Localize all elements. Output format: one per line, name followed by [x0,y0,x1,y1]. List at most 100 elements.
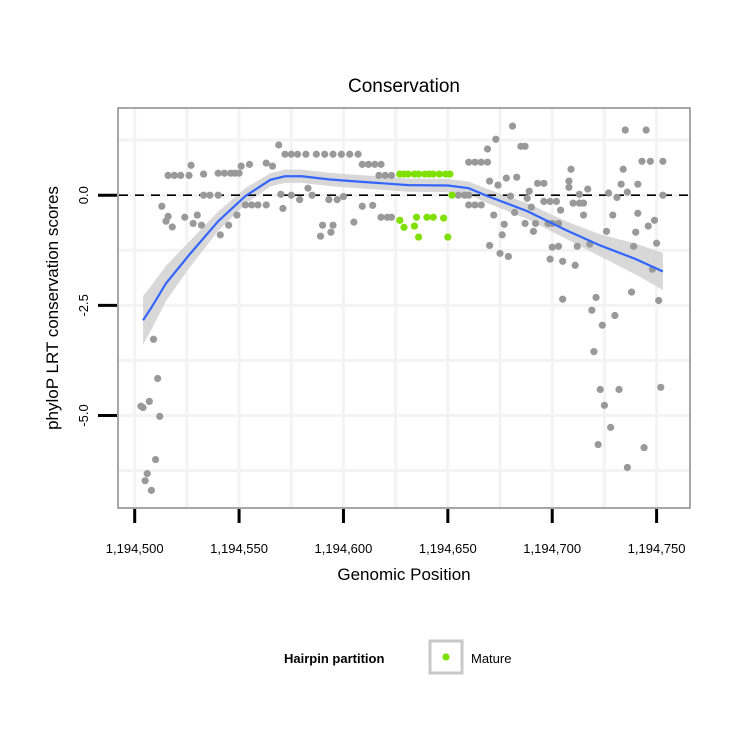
point-other [483,145,492,153]
point-other [465,201,473,209]
point-other [177,171,185,180]
point-other [523,194,531,202]
point-other [187,161,195,169]
point-mature [400,223,408,231]
point-other [316,232,325,240]
point-other [158,202,166,210]
point-other [329,150,337,158]
point-other [627,288,636,296]
point-other [214,191,222,199]
point-other [277,190,285,198]
point-other [371,160,379,168]
point-mature [415,233,423,241]
x-tick-label: 1,194,550 [210,541,268,556]
point-mature [429,213,437,221]
point-other [552,197,560,205]
point-other [611,311,619,320]
point-other [502,174,510,182]
point-other [156,412,164,420]
y-tick-label: 0.0 [76,186,91,204]
point-other [375,171,383,180]
point-other [339,192,348,201]
point-other [579,199,588,207]
point-other [623,188,631,196]
point-other [471,158,479,166]
point-other [556,206,565,214]
point-other [206,191,214,199]
point-other [381,171,389,180]
point-other [471,201,479,209]
point-other [369,201,377,209]
point-other [567,165,575,173]
point-other [588,306,596,314]
point-other [642,126,650,134]
point-other [607,423,615,431]
point-other [598,321,606,329]
point-mature [448,191,456,199]
point-other [494,181,502,189]
point-other [531,219,540,228]
point-other [377,160,385,168]
point-other [634,180,642,188]
point-other [333,196,341,204]
point-other [559,257,567,265]
point-other [546,255,554,263]
point-other [193,211,201,219]
point-other [358,160,366,168]
point-other [573,242,581,250]
point-other [565,183,573,191]
point-other [216,231,224,239]
point-other [337,150,345,158]
point-mature [429,170,437,178]
point-other [304,184,312,192]
point-other [483,158,492,166]
point-other [233,211,241,219]
point-other [189,219,197,228]
point-other [652,239,661,247]
point-other [302,150,310,158]
y-tick-label: -2.5 [76,294,91,316]
point-other [527,203,535,211]
point-mature [410,222,419,230]
point-other [268,162,277,170]
x-tick-label: 1,194,500 [106,541,164,556]
legend-mature-dot [442,653,450,661]
point-other [504,252,512,261]
x-axis: 1,194,500 1,194,550 1,194,600 1,194,650 1,19… [106,509,686,556]
point-other [640,444,648,452]
point-other [387,213,396,221]
point-other [506,192,515,200]
point-other [546,197,554,205]
point-other [621,126,629,134]
point-other [623,463,631,472]
point-other [579,211,588,219]
point-other [521,219,529,228]
point-other [540,197,548,205]
point-other [321,150,329,158]
point-other [575,190,583,198]
point-mature [435,170,444,178]
point-other [630,242,638,250]
point-other [387,171,396,180]
point-mature [412,213,421,221]
point-other [325,196,333,204]
point-other [164,171,172,180]
point-other [565,177,573,185]
point-other [279,204,287,213]
point-other [638,157,646,165]
point-other [312,150,320,158]
point-other [162,217,170,225]
point-other [644,222,652,230]
point-other [147,486,156,494]
smooth-curve [142,175,664,321]
point-other [650,216,659,224]
point-other [262,159,270,167]
point-other [619,165,627,173]
point-other [454,191,462,199]
data-points [137,122,667,494]
x-tick-label: 1,194,600 [315,541,373,556]
point-other [275,141,283,149]
point-other [377,213,385,221]
point-other [500,220,508,228]
